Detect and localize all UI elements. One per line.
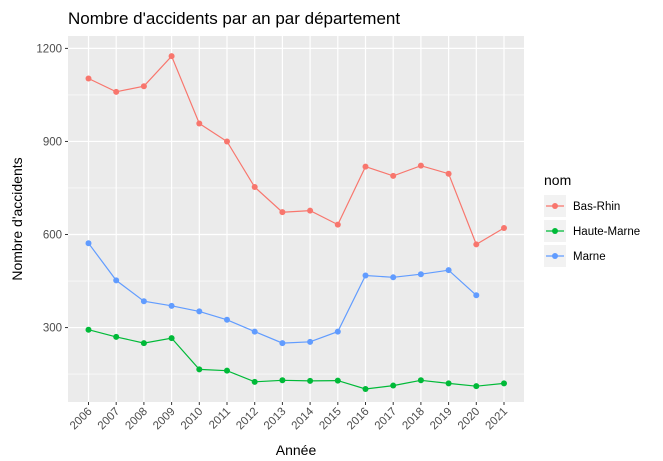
data-point-bas-rhin [279,209,286,216]
data-point-bas-rhin [85,75,92,82]
data-point-marne [168,302,175,309]
data-point-marne [196,308,203,315]
data-point-haute-marne [501,380,507,387]
y-axis-title: Nombre d'accidents [9,157,25,280]
x-tick-label: 2019 [428,406,455,433]
legend-label-marne: Marne [573,251,606,263]
y-tick-label: 900 [43,136,62,148]
data-point-marne [85,240,92,247]
x-tick-label: 2016 [345,406,372,433]
x-tick-label: 2021 [484,406,511,433]
x-tick-label: 2015 [317,406,344,433]
data-point-haute-marne [168,335,175,342]
chart-title: Nombre d'accidents par an par départemen… [68,9,400,28]
data-point-marne [224,316,230,323]
x-axis-title: Année [276,442,317,458]
data-point-haute-marne [334,377,341,384]
data-point-haute-marne [279,377,286,384]
data-point-marne [279,340,286,347]
data-point-bas-rhin [334,221,341,228]
legend-marker-marne [552,253,558,259]
series-line-haute-marne [88,329,505,390]
data-point-bas-rhin [362,163,369,170]
data-point-bas-rhin [390,172,397,179]
x-tick-label: 2007 [96,406,123,433]
x-tick-label: 2013 [262,406,289,433]
data-point-marne [307,338,314,345]
data-point-haute-marne [417,377,424,384]
data-point-haute-marne [251,378,258,385]
data-point-haute-marne [140,340,147,347]
data-point-marne [417,271,424,278]
data-point-bas-rhin [224,138,230,145]
y-axis: 300 600 900 1200 [36,43,68,335]
legend-label-bas-rhin: Bas-Rhin [573,201,620,213]
data-point-bas-rhin [251,184,258,191]
data-point-marne [113,277,120,284]
data-point-marne [334,328,341,335]
x-tick-label: 2009 [151,406,178,433]
x-axis: 2006 2007 2008 2009 2010 2011 2012 2013 2014 2015… [68,402,510,432]
data-point-haute-marne [473,383,480,390]
data-point-marne [251,328,258,335]
data-point-marne [473,292,480,299]
x-tick-label: 2018 [400,406,427,433]
legend-label-haute-marne: Haute-Marne [573,226,640,238]
data-point-bas-rhin [417,162,424,169]
data-point-bas-rhin [307,207,314,214]
data-point-haute-marne [224,367,230,374]
x-tick-label: 2011 [207,406,233,432]
x-tick-label: 2008 [123,406,150,433]
legend-marker-haute-marne [552,228,558,234]
data-point-bas-rhin [168,53,175,60]
data-point-bas-rhin [445,170,452,177]
y-tick-label: 1200 [36,43,62,55]
data-point-marne [362,272,369,279]
data-point-bas-rhin [473,241,480,248]
y-tick-label: 600 [43,230,62,242]
data-point-bas-rhin [140,83,147,90]
data-point-haute-marne [113,333,120,340]
data-point-haute-marne [390,382,397,389]
x-tick-label: 2010 [179,406,206,433]
grid-major [68,36,524,402]
data-point-bas-rhin [501,224,507,231]
plot-panel [68,36,524,402]
data-point-haute-marne [85,326,92,333]
x-tick-label: 2012 [234,406,261,433]
data-point-haute-marne [196,366,203,373]
data-point-marne [445,267,452,274]
data-point-marne [140,298,147,305]
series-layer [85,53,507,392]
data-point-bas-rhin [196,120,203,127]
x-tick-label: 2006 [68,406,95,433]
data-point-haute-marne [362,385,369,392]
data-point-haute-marne [307,377,314,384]
data-point-bas-rhin [113,88,120,95]
x-tick-label: 2014 [290,405,317,432]
legend-title: nom [544,172,571,188]
series-line-bas-rhin [88,55,505,246]
x-tick-label: 2020 [456,406,483,433]
x-tick-label: 2017 [373,406,400,433]
legend-marker-bas-rhin [552,203,558,209]
y-tick-label: 300 [43,323,62,335]
data-point-marne [390,274,397,281]
data-point-haute-marne [445,380,452,387]
legend: nom Bas-Rhin Haute-Marne Marne [544,172,640,267]
